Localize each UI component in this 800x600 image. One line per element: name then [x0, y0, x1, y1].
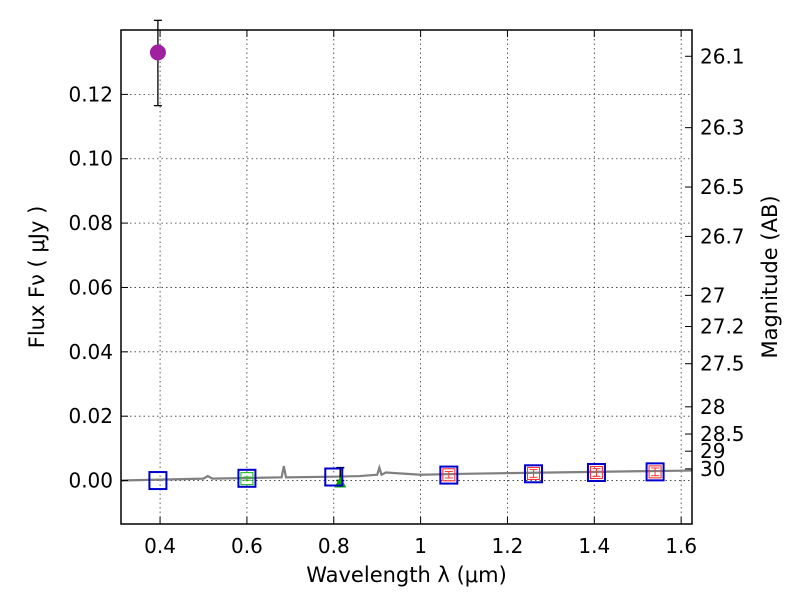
- magnitude-tick-label: 27.2: [700, 315, 745, 339]
- plot-data: [120, 19, 693, 491]
- model-photometry-square: [324, 467, 344, 487]
- magnitude-tick-label: 27: [700, 283, 725, 307]
- model-photometry-square: [645, 462, 665, 482]
- magnitude-tick-label: 26.3: [700, 116, 745, 140]
- y-tick-label: 0.04: [68, 340, 113, 364]
- magnitude-tick-label: 26.7: [700, 224, 745, 248]
- magnitude-tick-label: 30: [700, 457, 725, 481]
- magnitude-tick-label: 29: [700, 439, 725, 463]
- observed-photometry-square: [589, 465, 604, 480]
- x-tick-label: 1.6: [665, 534, 697, 558]
- magnitude-axis-label: Magnitude (AB): [758, 195, 782, 358]
- magnitude-tick-label: 26.5: [700, 175, 745, 199]
- x-tick-label: 1.4: [578, 534, 610, 558]
- y-axis-label: Flux Fν ( μJy ): [25, 206, 49, 349]
- y-tick-label: 0.00: [68, 469, 113, 493]
- y-tick-label: 0.10: [68, 147, 113, 171]
- y-tick-label: 0.12: [68, 82, 113, 106]
- model-photometry-square: [586, 463, 606, 483]
- model-photometry-square: [148, 471, 168, 491]
- magnitude-tick-label: 28: [700, 395, 725, 419]
- x-tick-label: 1: [414, 534, 427, 558]
- grid-lines: [121, 30, 692, 524]
- x-axis-label: Wavelength λ (μm): [306, 563, 507, 587]
- model-spectrum-line: [120, 463, 693, 482]
- observed-photometry-square: [526, 466, 541, 481]
- model-photometry-square: [524, 464, 544, 484]
- y-tick-label: 0.08: [68, 211, 113, 235]
- observed-photometry-square: [240, 472, 254, 486]
- magnitude-tick-label: 28.5: [700, 422, 745, 446]
- magnitude-tick-label: 26.1: [700, 44, 745, 68]
- y-axis-ticks: 0.00 0.02 0.04 0.06 0.08 0.10 0.12: [68, 82, 128, 493]
- x-tick-label: 0.4: [144, 534, 176, 558]
- model-photometry-square: [439, 465, 459, 485]
- y-tick-label: 0.02: [68, 404, 113, 428]
- observed-photometry-square: [442, 468, 456, 482]
- observed-photometry-square: [648, 465, 662, 479]
- x-tick-label: 0.8: [318, 534, 350, 558]
- x-tick-label: 0.6: [231, 534, 263, 558]
- plot-frame: [120, 29, 693, 525]
- detection-point: [149, 44, 166, 61]
- y-tick-label: 0.06: [68, 275, 113, 299]
- model-photometry-square: [237, 468, 257, 488]
- x-axis-ticks: 0.4 0.6 0.8 1 1.2 1.4 1.6: [144, 30, 697, 558]
- magnitude-tick-label: 27.5: [700, 352, 745, 376]
- x-tick-label: 1.2: [492, 534, 524, 558]
